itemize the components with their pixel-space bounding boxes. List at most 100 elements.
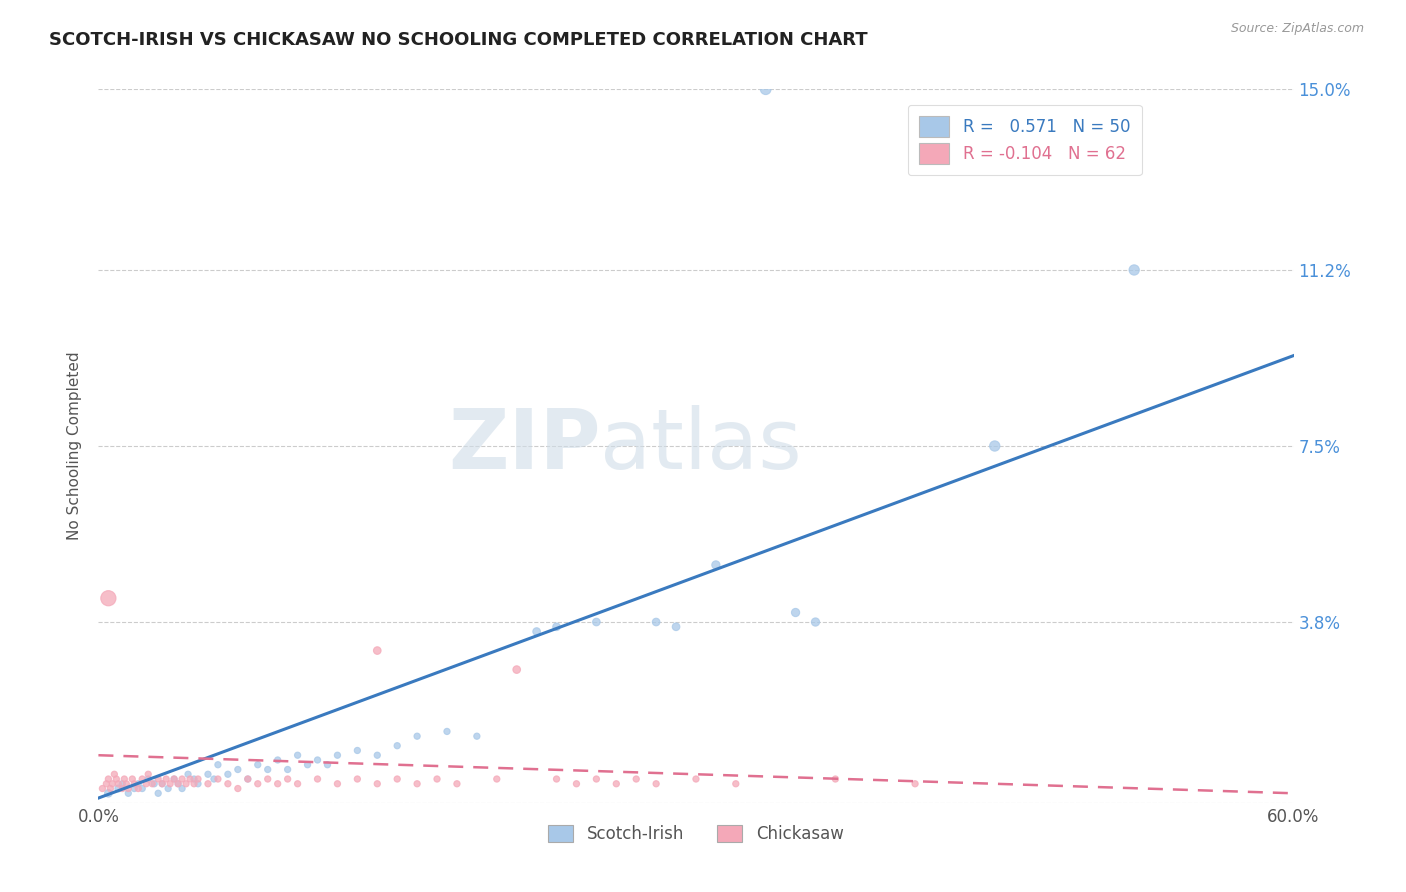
Point <box>163 772 186 786</box>
Point <box>804 615 827 629</box>
Text: SCOTCH-IRISH VS CHICKASAW NO SCHOOLING COMPLETED CORRELATION CHART: SCOTCH-IRISH VS CHICKASAW NO SCHOOLING C… <box>49 31 868 49</box>
Point <box>150 777 173 791</box>
Point <box>187 772 209 786</box>
Point <box>136 767 159 781</box>
Point <box>267 777 290 791</box>
Point <box>217 777 239 791</box>
Point <box>436 724 458 739</box>
Point <box>297 757 319 772</box>
Point <box>112 772 135 786</box>
Point <box>167 777 190 791</box>
Point <box>202 772 225 786</box>
Point <box>177 767 200 781</box>
Point <box>172 781 194 796</box>
Point <box>1123 263 1146 277</box>
Point <box>287 748 309 763</box>
Point <box>385 739 409 753</box>
Point <box>385 772 409 786</box>
Point <box>226 781 249 796</box>
Point <box>167 777 190 791</box>
Point <box>785 606 807 620</box>
Point <box>277 763 299 777</box>
Point <box>226 763 249 777</box>
Point <box>97 591 120 606</box>
Point <box>326 748 349 763</box>
Point <box>124 777 146 791</box>
Point <box>406 729 429 743</box>
Point <box>665 620 688 634</box>
Point <box>207 757 229 772</box>
Point <box>256 772 278 786</box>
Point <box>236 772 259 786</box>
Point <box>187 777 209 791</box>
Point <box>197 767 219 781</box>
Point <box>326 777 349 791</box>
Point <box>626 772 648 786</box>
Point <box>406 777 429 791</box>
Point <box>127 777 149 791</box>
Point <box>97 772 120 786</box>
Point <box>904 777 927 791</box>
Point <box>645 777 668 791</box>
Point <box>101 777 124 791</box>
Point <box>105 772 128 786</box>
Point <box>526 624 548 639</box>
Point <box>111 781 134 796</box>
Point <box>287 777 309 791</box>
Point <box>148 786 170 800</box>
Point <box>131 781 153 796</box>
Point <box>685 772 707 786</box>
Point <box>131 772 153 786</box>
Point <box>98 781 122 796</box>
Point <box>143 777 166 791</box>
Point <box>824 772 846 786</box>
Point <box>565 777 588 791</box>
Point <box>307 772 329 786</box>
Point <box>755 82 778 96</box>
Point <box>117 786 139 800</box>
Point <box>366 748 388 763</box>
Point <box>135 777 157 791</box>
Point <box>366 777 388 791</box>
Point <box>446 777 468 791</box>
Point <box>217 767 239 781</box>
Y-axis label: No Schooling Completed: No Schooling Completed <box>67 351 83 541</box>
Point <box>346 743 368 757</box>
Point <box>111 777 134 791</box>
Point <box>174 777 197 791</box>
Point <box>141 777 163 791</box>
Point <box>183 777 205 791</box>
Point <box>172 772 194 786</box>
Point <box>465 729 488 743</box>
Point <box>984 439 1007 453</box>
Point <box>426 772 449 786</box>
Point <box>605 777 627 791</box>
Point <box>585 615 607 629</box>
Point <box>485 772 508 786</box>
Point <box>236 772 259 786</box>
Point <box>157 781 180 796</box>
Point <box>115 777 138 791</box>
Text: atlas: atlas <box>600 406 801 486</box>
Point <box>107 777 129 791</box>
Point <box>163 772 186 786</box>
Legend: Scotch-Irish, Chickasaw: Scotch-Irish, Chickasaw <box>540 817 852 852</box>
Point <box>267 753 290 767</box>
Point <box>346 772 368 786</box>
Point <box>97 786 120 800</box>
Point <box>124 781 146 796</box>
Point <box>150 777 173 791</box>
Point <box>246 757 269 772</box>
Point <box>277 772 299 786</box>
Text: Source: ZipAtlas.com: Source: ZipAtlas.com <box>1230 22 1364 36</box>
Text: ZIP: ZIP <box>449 406 600 486</box>
Point <box>307 753 329 767</box>
Point <box>197 777 219 791</box>
Point <box>117 781 139 796</box>
Point <box>724 777 747 791</box>
Point <box>246 777 269 791</box>
Point <box>148 772 170 786</box>
Point <box>316 757 339 772</box>
Point <box>546 772 568 786</box>
Point <box>155 772 177 786</box>
